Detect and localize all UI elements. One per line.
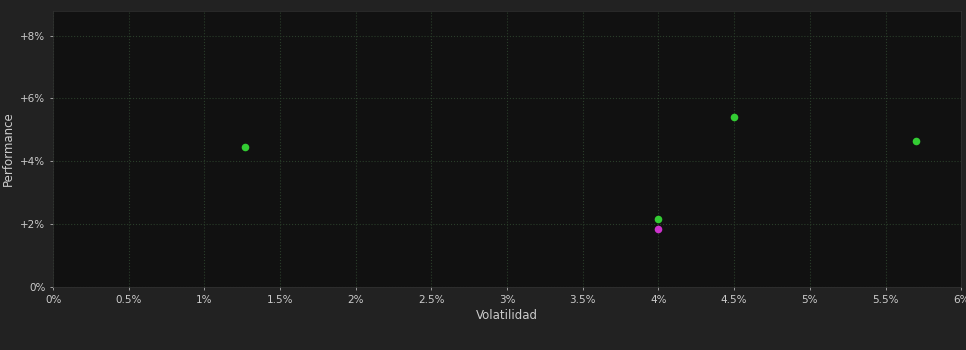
Point: [651, 226, 667, 232]
Point: [908, 138, 923, 144]
Point: [726, 114, 742, 120]
Point: [238, 145, 253, 150]
Point: [651, 217, 667, 222]
X-axis label: Volatilidad: Volatilidad: [476, 309, 538, 322]
Y-axis label: Performance: Performance: [2, 111, 14, 186]
